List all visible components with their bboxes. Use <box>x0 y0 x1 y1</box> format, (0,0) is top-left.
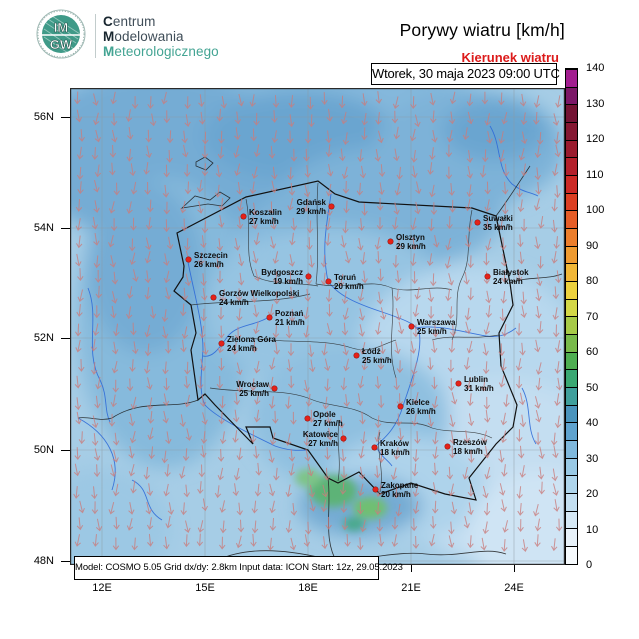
logo-text-gw: GW <box>50 37 73 52</box>
model-info-bar: Model: COSMO 5.05 Grid dx/dy: 2.8km Inpu… <box>74 556 403 580</box>
colorbar-segment <box>566 334 577 352</box>
colorbar-tick-label: 120 <box>586 133 605 145</box>
y-axis-label: 48N <box>33 555 54 567</box>
colorbar-segment <box>566 351 577 370</box>
page-subtitle: Kierunek wiatru <box>461 50 559 65</box>
colorbar-segment <box>566 228 577 246</box>
colorbar-segment <box>566 281 577 299</box>
colorbar-segment <box>566 404 577 423</box>
gust-colorbar <box>565 68 578 565</box>
y-axis-label: 52N <box>33 332 54 344</box>
colorbar-tick-label: 100 <box>586 204 605 216</box>
weather-map <box>70 88 565 565</box>
colorbar-tick-label: 40 <box>586 417 599 429</box>
y-axis-tick <box>61 561 70 562</box>
colorbar-tick-label: 70 <box>586 310 599 323</box>
colorbar-tick-label: 20 <box>586 488 599 500</box>
org-line: Centrum <box>103 14 156 29</box>
colorbar-segment <box>566 157 577 176</box>
neighbour-country-borders <box>77 156 563 565</box>
logo-divider <box>95 14 96 58</box>
y-axis-label: 54N <box>33 222 54 234</box>
colorbar-segment <box>566 139 577 158</box>
x-axis-label: 12E <box>92 582 112 594</box>
colorbar-tick-label: 0 <box>586 559 593 571</box>
imgw-logo: IM GW <box>36 9 86 59</box>
colorbar-segment <box>566 122 577 140</box>
colorbar-segment <box>566 210 577 229</box>
y-axis-label: 56N <box>33 111 54 123</box>
colorbar-tick-label: 110 <box>586 168 604 181</box>
colorbar-segment <box>566 457 577 476</box>
colorbar-segment <box>566 175 577 193</box>
y-axis-tick <box>61 338 70 339</box>
org-line: Modelowania <box>103 29 184 44</box>
colorbar-segment <box>566 69 577 87</box>
colorbar-tick-label: 10 <box>586 523 599 536</box>
colorbar-tick-label: 140 <box>586 62 605 74</box>
organization-name: Centrum Modelowania Meteorologicznego <box>103 14 219 59</box>
colorbar-segment <box>566 298 577 317</box>
colorbar-segment <box>566 422 577 441</box>
forecast-datetime-box: Wtorek, 30 maja 2023 09:00 UTC <box>371 63 560 85</box>
rivers <box>77 125 539 521</box>
colorbar-tick-label: 130 <box>586 97 605 110</box>
y-axis-tick <box>61 228 70 229</box>
colorbar-segment <box>566 86 577 105</box>
colorbar-segment <box>566 475 577 494</box>
colorbar-segment <box>566 369 577 388</box>
colorbar-segment <box>566 263 577 282</box>
y-axis-tick <box>61 117 70 118</box>
colorbar-tick-label: 60 <box>586 346 599 358</box>
x-axis-label: 24E <box>504 582 524 594</box>
colorbar-segment <box>566 493 577 511</box>
y-axis-tick <box>61 450 70 451</box>
colorbar-segment <box>566 104 577 123</box>
x-axis-label: 15E <box>195 582 215 594</box>
colorbar-segment <box>566 528 577 547</box>
colorbar-tick-label: 80 <box>586 275 599 287</box>
colorbar-segment <box>566 192 577 211</box>
map-canvas <box>70 88 565 565</box>
title-block: Porywy wiatru [km/h] Kierunek wiatru <box>400 20 565 65</box>
colorbar-segment <box>566 387 577 405</box>
colorbar-tick-label: 90 <box>586 239 599 252</box>
y-axis-label: 50N <box>33 444 54 456</box>
colorbar-segment <box>566 245 577 264</box>
x-axis-label: 21E <box>401 582 421 594</box>
page-title: Porywy wiatru [km/h] <box>399 20 565 40</box>
colorbar-tick-label: 30 <box>586 452 599 465</box>
logo-text-im: IM <box>54 20 68 35</box>
colorbar-segment <box>566 546 577 564</box>
colorbar-segment <box>566 316 577 335</box>
x-axis-label: 18E <box>298 582 318 594</box>
x-axis-tick <box>411 565 412 572</box>
x-axis-tick <box>514 565 515 572</box>
org-line: Meteorologicznego <box>103 44 219 59</box>
colorbar-segment <box>566 510 577 529</box>
colorbar-tick-label: 50 <box>586 381 599 394</box>
colorbar-segment <box>566 440 577 458</box>
